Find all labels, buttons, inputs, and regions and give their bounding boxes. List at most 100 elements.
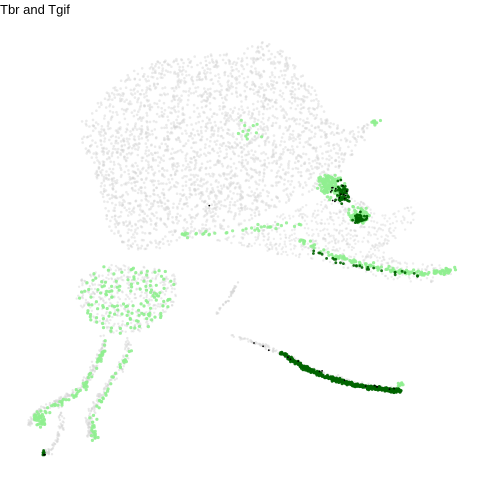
background-cell-dot bbox=[232, 217, 236, 221]
background-cell-dot bbox=[318, 162, 321, 165]
background-cell-dot bbox=[240, 243, 244, 247]
background-cell-dot bbox=[166, 148, 170, 151]
background-cell-dot bbox=[278, 242, 282, 246]
background-cell-dot bbox=[291, 174, 295, 178]
background-cell-dot bbox=[281, 153, 284, 156]
background-cell-dot bbox=[161, 237, 165, 241]
background-cell-dot bbox=[222, 183, 226, 187]
background-cell-dot bbox=[292, 136, 295, 139]
tbr-cell-dot bbox=[100, 280, 104, 284]
background-cell-dot bbox=[229, 72, 232, 75]
background-cell-dot bbox=[82, 304, 86, 308]
background-cell-dot bbox=[173, 184, 176, 187]
background-cell-dot bbox=[154, 69, 157, 72]
background-cell-dot bbox=[393, 212, 396, 215]
background-cell-dot bbox=[314, 150, 318, 153]
background-cell-dot bbox=[173, 151, 176, 154]
background-cell-dot bbox=[193, 187, 196, 191]
background-cell-dot bbox=[144, 291, 147, 295]
background-cell-dot bbox=[115, 196, 119, 200]
background-cell-dot bbox=[128, 221, 132, 225]
background-cell-dot bbox=[233, 284, 236, 288]
background-cell-dot bbox=[146, 214, 149, 218]
background-cell-dot bbox=[105, 214, 108, 217]
background-cell-dot bbox=[47, 451, 51, 454]
background-cell-dot bbox=[336, 152, 340, 155]
tbr-cell-dot bbox=[325, 184, 329, 189]
background-cell-dot bbox=[105, 217, 108, 221]
background-cell-dot bbox=[146, 244, 149, 248]
background-cell-dot bbox=[218, 239, 221, 242]
background-cell-dot bbox=[260, 100, 263, 103]
background-cell-dot bbox=[235, 90, 238, 93]
background-cell-dot bbox=[215, 113, 219, 116]
background-cell-dot bbox=[173, 72, 176, 75]
background-cell-dot bbox=[140, 244, 144, 248]
background-cell-dot bbox=[193, 150, 197, 154]
background-cell-dot bbox=[223, 114, 227, 117]
background-cell-dot bbox=[262, 122, 266, 126]
background-cell-dot bbox=[160, 191, 164, 195]
background-cell-dot bbox=[247, 173, 251, 177]
background-cell-dot bbox=[150, 299, 153, 302]
background-cell-dot bbox=[241, 165, 245, 169]
background-cell-dot bbox=[181, 176, 184, 180]
background-cell-dot bbox=[378, 241, 381, 244]
background-cell-dot bbox=[350, 149, 354, 153]
background-cell-dot bbox=[220, 96, 224, 100]
background-cell-dot bbox=[133, 135, 136, 138]
background-cell-dot bbox=[326, 122, 329, 125]
background-cell-dot bbox=[281, 50, 284, 53]
background-cell-dot bbox=[143, 104, 146, 108]
background-cell-dot bbox=[361, 201, 365, 205]
tbr-cell-dot bbox=[107, 290, 111, 294]
background-cell-dot bbox=[161, 166, 164, 170]
background-cell-dot bbox=[252, 138, 255, 142]
background-cell-dot bbox=[145, 169, 148, 172]
background-cell-dot bbox=[263, 345, 267, 348]
background-cell-dot bbox=[181, 207, 184, 211]
background-cell-dot bbox=[119, 79, 123, 82]
background-cell-dot bbox=[306, 117, 309, 120]
background-cell-dot bbox=[313, 182, 317, 185]
background-cell-dot bbox=[299, 103, 303, 106]
background-cell-dot bbox=[228, 146, 231, 149]
background-cell-dot bbox=[332, 143, 336, 146]
background-cell-dot bbox=[105, 325, 109, 329]
background-cell-dot bbox=[217, 80, 220, 83]
background-cell-dot bbox=[176, 207, 179, 210]
background-cell-dot bbox=[128, 286, 131, 290]
background-cell-dot bbox=[174, 137, 178, 141]
background-cell-dot bbox=[368, 250, 371, 254]
background-cell-dot bbox=[116, 147, 120, 151]
background-cell-dot bbox=[357, 240, 360, 243]
background-cell-dot bbox=[305, 169, 308, 173]
background-cell-dot bbox=[247, 340, 250, 343]
background-cell-dot bbox=[139, 208, 142, 211]
tbr-cell-dot bbox=[333, 173, 337, 177]
background-cell-dot bbox=[135, 128, 139, 131]
background-cell-dot bbox=[330, 161, 334, 165]
background-cell-dot bbox=[127, 271, 130, 274]
background-cell-dot bbox=[182, 61, 185, 65]
background-cell-dot bbox=[94, 172, 97, 175]
background-cell-dot bbox=[90, 407, 94, 410]
background-cell-dot bbox=[165, 126, 168, 129]
background-cell-dot bbox=[135, 113, 139, 117]
background-cell-dot bbox=[99, 130, 103, 134]
background-cell-dot bbox=[224, 121, 228, 124]
background-cell-dot bbox=[425, 268, 428, 272]
background-cell-dot bbox=[279, 105, 283, 108]
background-cell-dot bbox=[240, 135, 243, 139]
background-cell-dot bbox=[257, 210, 261, 213]
background-cell-dot bbox=[93, 292, 96, 295]
background-cell-dot bbox=[131, 177, 134, 180]
background-cell-dot bbox=[219, 143, 222, 146]
background-cell-dot bbox=[111, 315, 114, 319]
background-cell-dot bbox=[291, 82, 295, 85]
background-cell-dot bbox=[217, 238, 220, 242]
background-cell-dot bbox=[98, 295, 101, 299]
background-cell-dot bbox=[180, 79, 183, 82]
background-cell-dot bbox=[136, 243, 139, 247]
background-cell-dot bbox=[92, 364, 95, 367]
